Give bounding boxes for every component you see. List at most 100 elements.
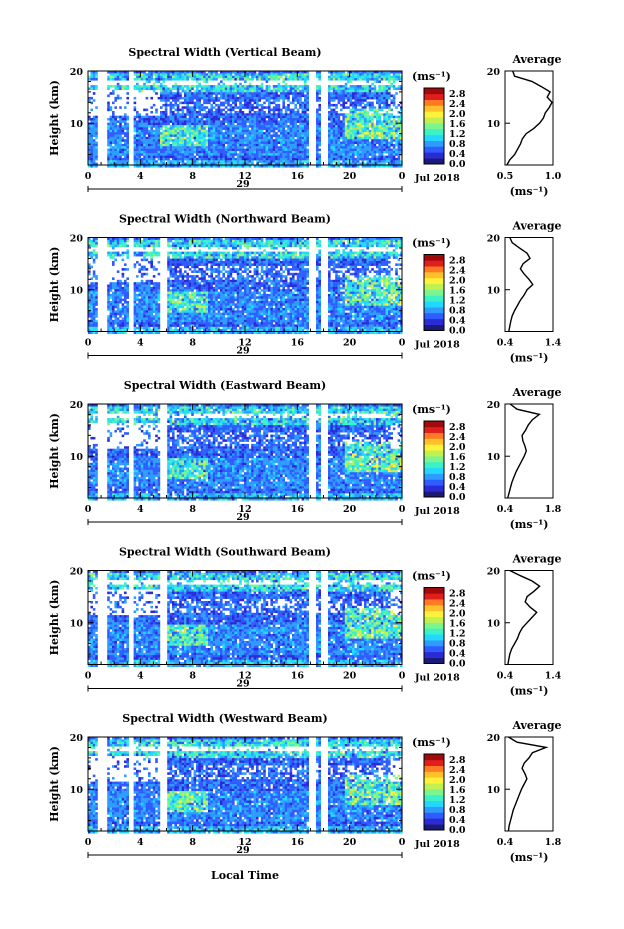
x-tick-label: 20 [343,171,357,182]
x-tick-label: 8 [189,171,196,182]
colorbar-label: 0.8 [449,306,466,317]
colorbar-swatch [424,438,444,445]
colorbar-swatch [424,812,444,819]
avg-x-tick-label: 1.0 [545,171,562,182]
average-title: Average [511,719,561,732]
y-tick-label: 10 [70,785,84,796]
month-label: Jul 2018 [414,340,460,351]
x-tick-label: 16 [291,837,305,848]
month-label: Jul 2018 [414,839,460,850]
colorbar-swatch [424,651,444,658]
colorbar-label: 0.4 [449,149,466,160]
x-tick-label: 12 [238,338,251,349]
colorbar-swatch [424,754,444,761]
average-title: Average [511,53,561,66]
colorbar-label: 1.6 [449,785,466,796]
avg-y-tick-label: 20 [487,67,501,78]
colorbar-swatch [424,88,444,95]
colorbar-label: 0.0 [449,492,466,503]
colorbar-label: 2.4 [449,765,466,776]
average-unit: (ms⁻¹) [510,685,549,698]
colorbar-swatch [424,426,444,433]
colorbar-swatch [424,421,444,428]
x-tick-label: 20 [343,338,357,349]
colorbar-swatch [424,759,444,766]
y-tick-label: 10 [70,452,84,463]
day-label: 29 [236,512,250,523]
x-tick-label: 20 [343,671,357,682]
colorbar-swatch [424,765,444,772]
colorbar-swatch [424,622,444,629]
colorbar-swatch [424,473,444,480]
colorbar-frame [423,254,445,331]
x-tick-label: 8 [189,837,196,848]
x-tick-label: 12 [238,504,251,515]
x-tick-label: 4 [137,504,144,515]
average-unit: (ms⁻¹) [510,851,549,864]
x-tick-label: 16 [291,171,305,182]
colorbar-swatch [424,254,444,261]
day-label: 29 [236,179,250,190]
colorbar-unit: (ms⁻¹) [412,403,451,416]
colorbar-label: 2.0 [449,442,466,453]
colorbar-label: 1.6 [449,286,466,297]
x-tick-label: 0 [85,837,92,848]
x-tick-label: 0 [85,504,92,515]
colorbar-label: 0.4 [449,815,466,826]
avg-x-tick-label: 1.4 [545,671,562,682]
colorbar-label: 0.0 [449,825,466,836]
average-profile-line [507,736,549,832]
colorbar-label: 0.8 [449,805,466,816]
avg-y-tick-label: 20 [487,400,501,411]
colorbar-swatch [424,295,444,302]
avg-y-tick-label: 10 [487,619,501,630]
colorbar-swatch [424,117,444,124]
colorbar-swatch [424,789,444,796]
colorbar-swatch [424,152,444,159]
day-label: 29 [236,845,250,856]
colorbar-swatch [424,93,444,100]
colorbar-unit: (ms⁻¹) [412,736,451,749]
colorbar-swatch [424,824,444,831]
colorbar-label: 0.0 [449,326,466,337]
colorbar-swatch [424,277,444,285]
panel-title: Spectral Width (Vertical Beam) [128,46,321,59]
colorbar-swatch [424,800,444,807]
average-frame [504,70,554,166]
colorbar-label: 0.0 [449,159,466,170]
avg-y-tick-label: 20 [487,567,501,578]
panel-2: Spectral Width (Northward Beam) 20 10 Heigh… [48,213,562,365]
y-axis-label: Height (km) [48,580,61,656]
colorbar-label: 0.8 [449,472,466,483]
x-tick-label: 0 [85,671,92,682]
colorbar-swatch [424,266,444,273]
panel-title: Spectral Width (Eastward Beam) [124,379,326,392]
heatmap [88,570,403,668]
colorbar-swatch [424,105,444,112]
colorbar-swatch [424,289,444,296]
colorbar-swatch [424,818,444,825]
colorbar-label: 1.2 [449,629,466,640]
colorbar-swatch [424,444,444,451]
colorbar-swatch [424,657,444,664]
colorbar-label: 0.4 [449,649,466,660]
x-tick-label: 4 [137,671,144,682]
colorbar-label: 1.2 [449,129,466,140]
colorbar-label: 2.8 [449,422,466,433]
colorbar-swatch [424,450,444,457]
x-tick-label: 8 [189,338,196,349]
x-tick-label: 0 [399,171,406,182]
month-label: Jul 2018 [414,173,460,184]
colorbar-swatch [424,260,444,267]
panel-title: Spectral Width (Northward Beam) [119,213,331,226]
x-tick-label: 0 [85,171,92,182]
heatmap [88,737,403,834]
average-frame [504,403,554,499]
colorbar-label: 2.8 [449,589,466,600]
y-axis-label: Height (km) [48,247,61,323]
colorbar-swatch [424,485,444,492]
x-tick-label: 0 [399,338,406,349]
x-tick-label: 12 [238,171,251,182]
avg-y-tick-label: 20 [487,234,501,245]
